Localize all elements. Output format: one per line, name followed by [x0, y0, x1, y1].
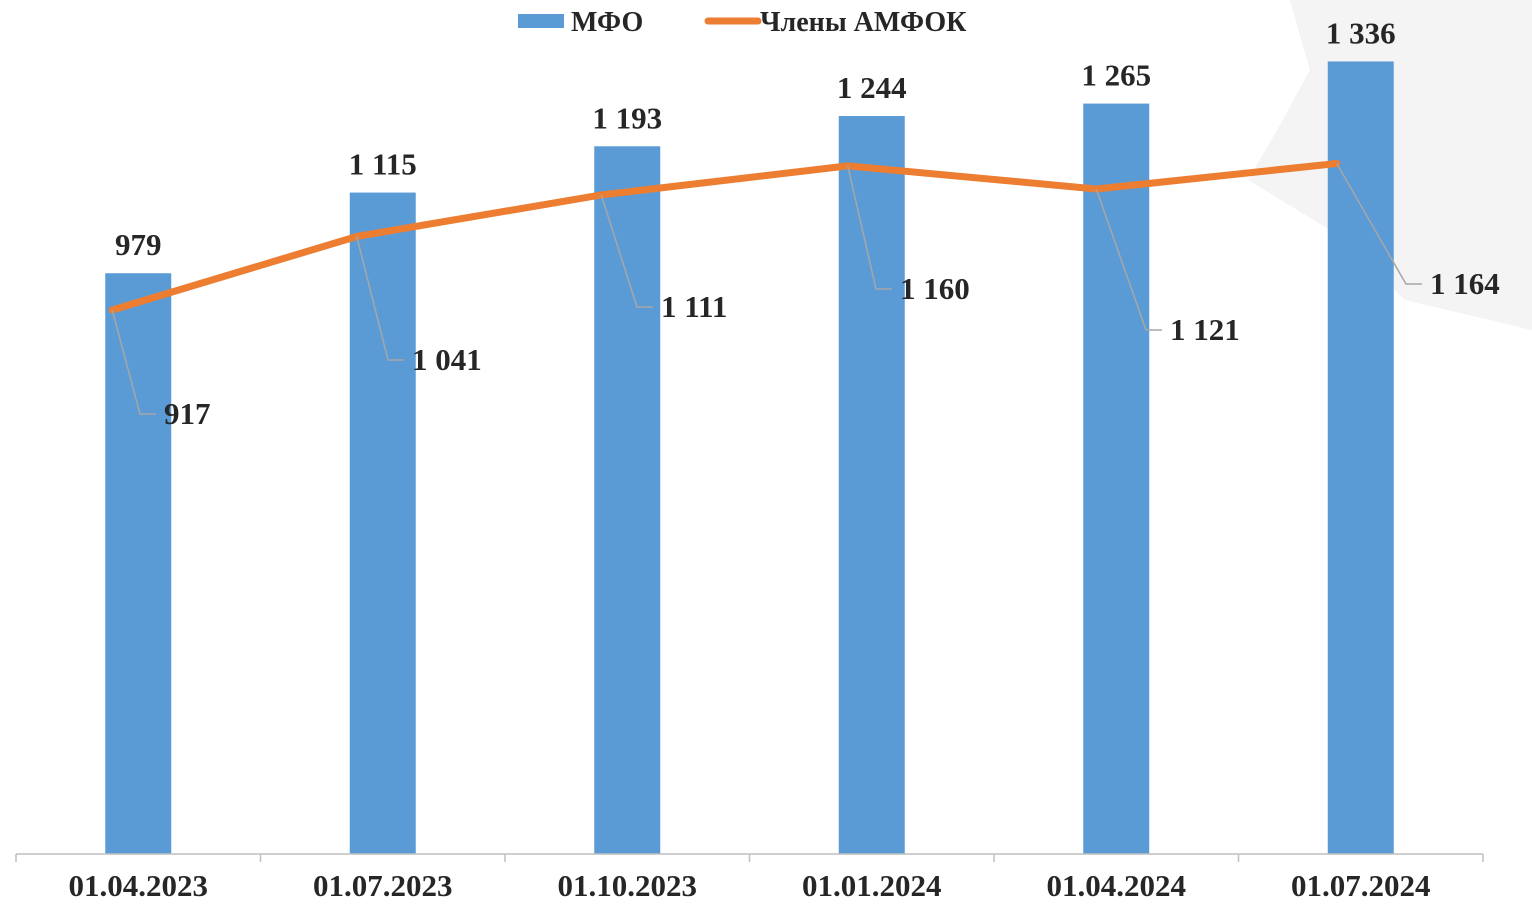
legend: МФО Члены АМФОК	[518, 7, 967, 38]
bar	[349, 192, 416, 855]
bar	[1083, 103, 1150, 855]
bar-data-label: 979	[115, 227, 162, 262]
x-tick-label: 01.07.2024	[1291, 868, 1431, 903]
leader-line	[356, 236, 404, 361]
legend-label: Члены АМФОК	[760, 7, 967, 38]
data-labels: 979 1 115 1 193 1 244 1 265 1 336 917 1 041 1 11…	[111, 15, 1500, 431]
x-axis: 01.04.2023 01.07.2023 01.10.2023 01.01.2024…	[15, 853, 1484, 903]
line-data-label: 917	[164, 396, 211, 431]
line-data-label: 1 111	[661, 289, 727, 324]
bar-data-label: 1 193	[592, 100, 662, 135]
line-data-label: 1 160	[900, 271, 970, 306]
leader-line	[111, 309, 156, 415]
x-tick-label: 01.07.2023	[313, 868, 453, 903]
x-tick-label: 01.01.2024	[802, 868, 942, 903]
bar-series	[105, 61, 1394, 855]
bar	[838, 116, 905, 854]
line-data-label: 1 121	[1170, 312, 1240, 347]
legend-swatch-bar	[518, 14, 564, 28]
bar	[594, 146, 661, 855]
line-data-label: 1 041	[412, 342, 482, 377]
x-tick-label: 01.10.2023	[558, 868, 698, 903]
bar-data-label: 1 115	[349, 147, 417, 182]
bar-data-label: 1 244	[837, 70, 907, 105]
leader-line	[1336, 163, 1422, 285]
line-path	[108, 159, 1341, 314]
bar	[105, 273, 172, 854]
bar-data-label: 1 336	[1326, 15, 1396, 50]
line-data-label: 1 164	[1430, 266, 1500, 301]
bar-data-label: 1 265	[1081, 58, 1151, 93]
legend-label: МФО	[571, 7, 643, 38]
leader-line	[600, 194, 653, 308]
leader-line	[847, 165, 892, 290]
leader-line	[1095, 188, 1162, 331]
bar	[1327, 61, 1394, 855]
x-tick-label: 01.04.2024	[1047, 868, 1187, 903]
x-tick-label: 01.04.2023	[69, 868, 209, 903]
